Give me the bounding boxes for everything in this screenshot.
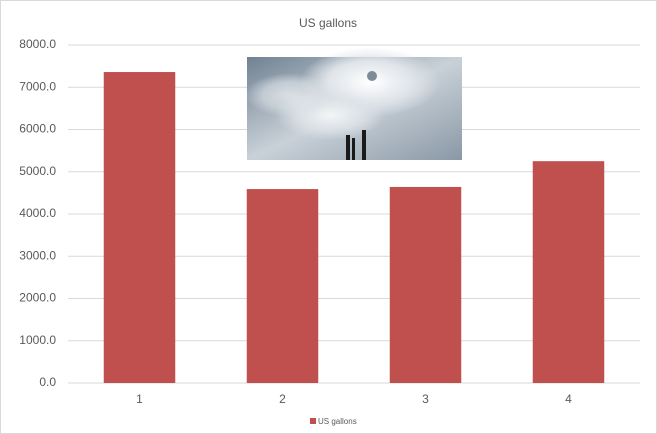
x-tick-label: 2 <box>279 392 286 406</box>
legend-label: US gallons <box>318 417 357 426</box>
legend-swatch <box>310 418 316 424</box>
decorative-image <box>245 47 462 160</box>
x-tick-label: 3 <box>422 392 429 406</box>
x-tick-label: 1 <box>136 392 143 406</box>
y-tick-label: 0.0 <box>39 375 56 389</box>
y-tick-label: 7000.0 <box>19 79 56 93</box>
bar <box>246 189 319 383</box>
bar <box>103 72 176 383</box>
y-tick-label: 4000.0 <box>19 206 56 220</box>
chart-title: US gallons <box>299 16 357 30</box>
y-tick-label: 3000.0 <box>19 248 56 262</box>
y-tick-label: 5000.0 <box>19 164 56 178</box>
bar <box>532 161 605 383</box>
legend: US gallons <box>310 417 357 426</box>
y-tick-label: 2000.0 <box>19 291 56 305</box>
y-tick-label: 1000.0 <box>19 333 56 347</box>
y-tick-label: 8000.0 <box>19 37 56 51</box>
y-tick-label: 6000.0 <box>19 122 56 136</box>
x-tick-label: 4 <box>565 392 572 406</box>
bar <box>389 186 462 383</box>
